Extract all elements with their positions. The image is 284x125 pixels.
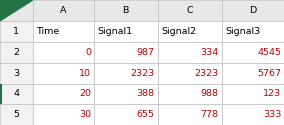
Bar <box>33 0 94 21</box>
Polygon shape <box>0 0 33 21</box>
Bar <box>0 84 33 104</box>
Text: A: A <box>60 6 66 15</box>
Text: 778: 778 <box>201 110 219 119</box>
Bar <box>0 104 33 125</box>
Bar <box>0 42 33 63</box>
Bar <box>94 63 158 84</box>
Text: Signal2: Signal2 <box>161 27 196 36</box>
Bar <box>0 63 33 84</box>
Text: 2323: 2323 <box>195 68 219 78</box>
Bar <box>158 0 222 21</box>
Bar <box>222 104 284 125</box>
Bar <box>94 104 158 125</box>
Bar <box>222 0 284 21</box>
Bar <box>222 21 284 42</box>
Bar <box>33 104 94 125</box>
Text: 20: 20 <box>79 90 91 98</box>
Text: Signal3: Signal3 <box>225 27 260 36</box>
Text: Signal1: Signal1 <box>97 27 132 36</box>
Text: 2: 2 <box>13 48 19 57</box>
Bar <box>94 84 158 104</box>
Text: 333: 333 <box>263 110 281 119</box>
Text: 30: 30 <box>79 110 91 119</box>
Bar <box>33 63 94 84</box>
Bar <box>94 42 158 63</box>
Text: 987: 987 <box>137 48 155 57</box>
Bar <box>158 84 222 104</box>
Text: 334: 334 <box>201 48 219 57</box>
Text: 4: 4 <box>13 90 19 98</box>
Text: B: B <box>122 6 129 15</box>
Text: 123: 123 <box>263 90 281 98</box>
Text: 2323: 2323 <box>131 68 155 78</box>
Bar <box>0 84 2 104</box>
Bar <box>33 42 94 63</box>
Bar <box>222 84 284 104</box>
Text: C: C <box>186 6 193 15</box>
Text: 3: 3 <box>13 68 19 78</box>
Bar <box>0 0 33 21</box>
Text: 388: 388 <box>137 90 155 98</box>
Text: 988: 988 <box>201 90 219 98</box>
Text: Time: Time <box>36 27 59 36</box>
Text: 10: 10 <box>79 68 91 78</box>
Bar <box>158 21 222 42</box>
Bar <box>222 42 284 63</box>
Bar <box>0 21 33 42</box>
Text: 0: 0 <box>85 48 91 57</box>
Bar <box>158 104 222 125</box>
Bar <box>158 63 222 84</box>
Bar <box>33 21 94 42</box>
Bar <box>222 63 284 84</box>
Text: 5: 5 <box>13 110 19 119</box>
Text: 4545: 4545 <box>257 48 281 57</box>
Bar <box>33 84 94 104</box>
Text: 655: 655 <box>137 110 155 119</box>
Text: 1: 1 <box>13 27 19 36</box>
Bar <box>158 42 222 63</box>
Bar <box>94 0 158 21</box>
Text: 5767: 5767 <box>257 68 281 78</box>
Text: D: D <box>249 6 256 15</box>
Bar <box>94 21 158 42</box>
